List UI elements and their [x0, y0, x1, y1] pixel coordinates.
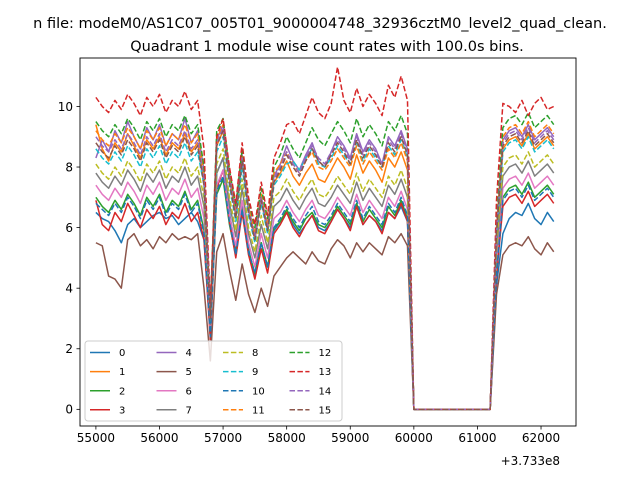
- legend-item-7: 7: [156, 405, 192, 416]
- x-axis: 55000 56000 57000 58000 59000 60000 61000 62000: [77, 426, 560, 445]
- legend-item-4: 4: [156, 348, 192, 359]
- series-lines: [95, 66, 555, 411]
- x-tick-label: 60000: [395, 431, 433, 445]
- y-axis: 0 2 4 6 8 10: [58, 100, 80, 417]
- legend-item-9: 9: [223, 367, 258, 378]
- legend-item-13: 13: [289, 367, 332, 378]
- legend-label: 0: [119, 348, 125, 359]
- y-tick-label: 4: [65, 281, 73, 295]
- legend-label: 2: [119, 386, 125, 397]
- y-tick-label: 10: [58, 100, 73, 114]
- x-tick-label: 56000: [140, 431, 178, 445]
- legend-label: 11: [252, 405, 265, 416]
- legend-label: 1: [119, 367, 125, 378]
- series-line-15: [95, 129, 555, 411]
- legend-item-8: 8: [223, 348, 258, 359]
- legend-item-6: 6: [156, 386, 192, 397]
- x-tick-label: 61000: [458, 431, 496, 445]
- legend-label: 4: [186, 348, 192, 359]
- legend-label: 3: [119, 405, 125, 416]
- legend-label: 6: [186, 386, 192, 397]
- legend-item-11: 11: [223, 405, 265, 416]
- series-line-11: [95, 120, 555, 411]
- x-tick-label: 62000: [522, 431, 560, 445]
- legend-label: 8: [252, 348, 258, 359]
- legend-item-15: 15: [289, 405, 332, 416]
- plot-frame: [79, 57, 577, 427]
- legend-item-2: 2: [90, 386, 125, 397]
- figure-suptitle: n file: modeM0/AS1C07_005T01_9000004748_…: [33, 16, 607, 32]
- legend-item-3: 3: [90, 405, 125, 416]
- y-tick-label: 8: [65, 160, 73, 174]
- legend-box: [84, 340, 343, 422]
- y-tick-label: 6: [65, 221, 73, 235]
- legend-label: 9: [252, 367, 258, 378]
- legend-label: 15: [319, 405, 332, 416]
- x-tick-label: 57000: [204, 431, 242, 445]
- legend-label: 5: [186, 367, 192, 378]
- x-offset-label: +3.733e8: [501, 454, 560, 468]
- chart-title: Quadrant 1 module wise count rates with …: [130, 39, 524, 55]
- legend-label: 7: [186, 405, 192, 416]
- legend-item-14: 14: [289, 386, 332, 397]
- legend-item-10: 10: [223, 386, 265, 397]
- y-tick-label: 2: [65, 342, 73, 356]
- legend-item-12: 12: [289, 348, 332, 359]
- legend-item-5: 5: [156, 367, 192, 378]
- legend-label: 13: [319, 367, 332, 378]
- y-tick-label: 0: [65, 403, 73, 417]
- x-tick-label: 59000: [331, 431, 369, 445]
- legend-label: 10: [252, 386, 265, 397]
- legend-item-1: 1: [90, 367, 125, 378]
- x-tick-label: 55000: [77, 431, 115, 445]
- series-line-9: [95, 136, 555, 411]
- x-tick-label: 58000: [268, 431, 306, 445]
- legend-label: 14: [319, 386, 332, 397]
- legend-label: 12: [319, 348, 332, 359]
- legend-item-0: 0: [90, 348, 125, 359]
